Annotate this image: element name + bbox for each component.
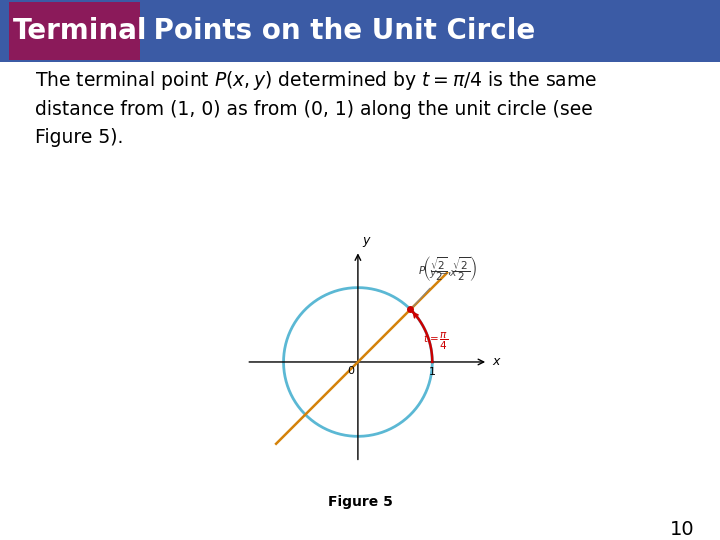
Text: 1: 1 (429, 367, 436, 377)
Text: $P\!\left(\dfrac{\sqrt{2}}{2},\dfrac{\sqrt{2}}{2}\right)$: $P\!\left(\dfrac{\sqrt{2}}{2},\dfrac{\sq… (413, 254, 477, 307)
Text: $y = x$: $y = x$ (428, 268, 458, 280)
Text: $t = \dfrac{\pi}{4}$: $t = \dfrac{\pi}{4}$ (423, 330, 449, 352)
Text: 10: 10 (670, 519, 695, 539)
Text: $y$: $y$ (362, 235, 372, 249)
Text: The terminal point $P(x, y)$ determined by $t = \pi/4$ is the same
distance from: The terminal point $P(x, y)$ determined … (35, 69, 598, 147)
Bar (9, 3, 140, 59)
Text: Figure 5: Figure 5 (328, 495, 392, 509)
Text: $x$: $x$ (492, 355, 502, 368)
Text: Terminal: Terminal (13, 17, 148, 45)
Text: 0: 0 (347, 366, 354, 376)
Text: Points on the Unit Circle: Points on the Unit Circle (144, 17, 535, 45)
